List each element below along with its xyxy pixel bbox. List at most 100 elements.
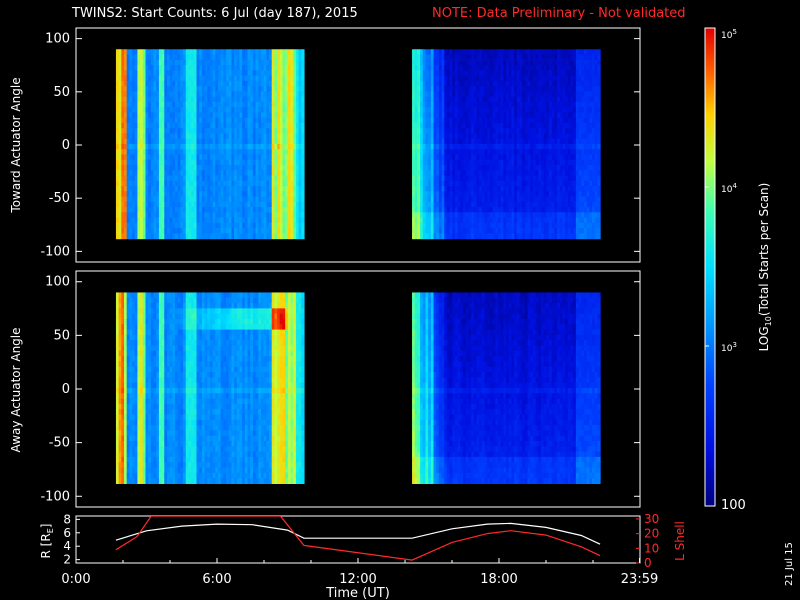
heatmap-cell bbox=[532, 228, 537, 234]
heatmap-cell bbox=[266, 233, 270, 240]
heatmap-cell bbox=[420, 233, 424, 240]
heatmap-cell bbox=[417, 91, 421, 98]
heatmap-cell bbox=[586, 164, 590, 171]
heatmap-cell bbox=[148, 186, 152, 192]
heatmap-cell bbox=[581, 138, 585, 145]
heatmap-cell bbox=[516, 233, 521, 240]
heatmap-cell bbox=[444, 101, 448, 108]
heatmap-cell bbox=[551, 164, 555, 171]
heatmap-cell bbox=[242, 86, 246, 92]
heatmap-cell bbox=[137, 112, 141, 119]
heatmap-cell bbox=[134, 217, 139, 224]
heatmap-cell bbox=[244, 191, 249, 198]
heatmap-cell bbox=[260, 133, 265, 140]
heatmap-cell bbox=[573, 117, 577, 124]
heatmap-cell bbox=[201, 164, 206, 171]
heatmap-cell bbox=[118, 217, 122, 224]
heatmap-cell bbox=[420, 143, 424, 150]
heatmap-cell bbox=[156, 170, 160, 177]
heatmap-cell bbox=[543, 86, 547, 92]
heatmap-cell bbox=[514, 65, 518, 71]
heatmap-cell bbox=[277, 101, 281, 108]
heatmap-cell bbox=[258, 59, 262, 66]
heatmap-cell bbox=[287, 217, 292, 224]
heatmap-cell bbox=[481, 228, 486, 234]
heatmap-cell bbox=[495, 112, 499, 119]
heatmap-cell bbox=[161, 112, 165, 119]
heatmap-cell bbox=[468, 133, 472, 140]
heatmap-cell bbox=[589, 107, 593, 113]
heatmap-cell bbox=[530, 80, 534, 87]
heatmap-cell bbox=[193, 59, 198, 66]
heatmap-cell bbox=[164, 159, 168, 166]
heatmap-cell bbox=[414, 112, 419, 119]
heatmap-cell bbox=[183, 170, 187, 177]
heatmap-cell bbox=[218, 49, 222, 56]
heatmap-cell bbox=[567, 212, 572, 219]
heatmap-cell bbox=[522, 222, 526, 229]
heatmap-cell bbox=[164, 201, 168, 208]
heatmap-cell bbox=[269, 91, 273, 98]
heatmap-cell bbox=[148, 154, 152, 161]
heatmap-cell bbox=[546, 128, 550, 135]
heatmap-cell bbox=[428, 75, 432, 82]
heatmap-cell bbox=[129, 175, 133, 182]
heatmap-cell bbox=[425, 228, 429, 234]
heatmap-cell bbox=[166, 196, 171, 203]
heatmap-cell bbox=[492, 133, 496, 140]
heatmap-cell bbox=[150, 201, 155, 208]
heatmap-cell bbox=[414, 212, 419, 219]
heatmap-cell bbox=[134, 65, 139, 71]
heatmap-cell bbox=[449, 54, 453, 61]
heatmap-cell bbox=[433, 49, 437, 56]
heatmap-cell bbox=[484, 96, 488, 103]
heatmap-cell bbox=[594, 164, 598, 171]
heatmap-cell bbox=[457, 96, 461, 103]
heatmap-cell bbox=[172, 133, 176, 140]
heatmap-cell bbox=[161, 175, 165, 182]
heatmap-cell bbox=[126, 80, 130, 87]
heatmap-cell bbox=[455, 107, 459, 113]
heatmap-cell bbox=[532, 49, 537, 56]
heatmap-cell bbox=[543, 96, 547, 103]
heatmap-cell bbox=[514, 91, 518, 98]
heatmap-cell bbox=[220, 217, 224, 224]
heatmap-cell bbox=[436, 138, 440, 145]
heatmap-cell bbox=[503, 54, 507, 61]
heatmap-cell bbox=[503, 170, 507, 177]
heatmap-cell bbox=[586, 117, 590, 124]
heatmap-cell bbox=[446, 70, 451, 77]
heatmap-cell bbox=[508, 112, 513, 119]
heatmap-cell bbox=[290, 175, 294, 182]
heatmap-cell bbox=[285, 117, 289, 124]
heatmap-cell bbox=[212, 201, 216, 208]
heatmap-cell bbox=[492, 138, 496, 145]
heatmap-cell bbox=[535, 75, 539, 82]
heatmap-cell bbox=[583, 112, 588, 119]
heatmap-cell bbox=[578, 164, 582, 171]
heatmap-cell bbox=[444, 128, 448, 135]
heatmap-cell bbox=[538, 222, 542, 229]
heatmap-cell bbox=[239, 65, 243, 71]
heatmap-cell bbox=[554, 128, 558, 135]
heatmap-cell bbox=[495, 75, 499, 82]
heatmap-cell bbox=[446, 75, 451, 82]
heatmap-cell bbox=[481, 233, 486, 240]
heatmap-cell bbox=[417, 54, 421, 61]
heatmap-cell bbox=[209, 233, 214, 240]
heatmap-cell bbox=[134, 207, 139, 213]
heatmap-cell bbox=[255, 222, 259, 229]
heatmap-cell bbox=[460, 49, 464, 56]
heatmap-cell bbox=[465, 217, 470, 224]
heatmap-cell bbox=[527, 107, 531, 113]
heatmap-cell bbox=[145, 207, 149, 213]
heatmap-cell bbox=[277, 75, 281, 82]
heatmap-cell bbox=[295, 212, 300, 219]
heatmap-cell bbox=[148, 212, 152, 219]
heatmap-cell bbox=[543, 117, 547, 124]
heatmap-cell bbox=[134, 80, 139, 87]
heatmap-cell bbox=[503, 159, 507, 166]
heatmap-cell bbox=[524, 228, 529, 234]
heatmap-cell bbox=[161, 196, 165, 203]
heatmap-cell bbox=[140, 128, 144, 135]
